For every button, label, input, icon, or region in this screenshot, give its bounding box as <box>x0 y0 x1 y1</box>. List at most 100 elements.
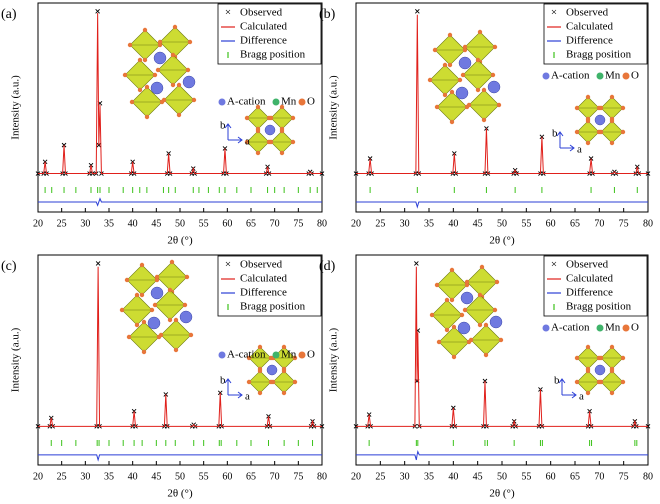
axis-arrows <box>558 378 577 399</box>
x-tick-label: 80 <box>643 471 653 482</box>
oxygen <box>451 354 457 360</box>
oxygen <box>257 390 263 396</box>
oxygen <box>574 355 580 361</box>
oxygen <box>481 117 487 123</box>
axis-label-b: b <box>554 375 560 387</box>
x-tick-label: 50 <box>175 471 185 482</box>
axis-label-b: b <box>220 120 226 132</box>
x-tick-label: 60 <box>222 218 232 229</box>
legend-box <box>217 3 322 65</box>
series-line <box>38 454 322 462</box>
legend-label: Calculated <box>240 21 288 33</box>
panel-label: (a) <box>1 7 17 22</box>
inset-legend-dot <box>622 72 630 80</box>
oxygen <box>429 312 435 318</box>
oxygen <box>494 279 500 285</box>
inset-legend-dot <box>542 72 550 80</box>
x-tick-label: 35 <box>104 218 114 229</box>
oxygen <box>444 297 450 303</box>
oxygen <box>609 94 615 100</box>
oxygen <box>462 44 468 50</box>
oxygen <box>477 322 483 328</box>
oxygen <box>173 317 179 323</box>
oxygen <box>442 92 448 98</box>
oxygen <box>185 67 191 73</box>
oxygen <box>477 292 483 298</box>
oxygen <box>609 344 615 350</box>
x-tick-label: 30 <box>80 471 90 482</box>
x-axis-label: 2θ (°) <box>489 235 515 247</box>
oxygen <box>620 129 626 135</box>
oxygen <box>137 57 143 63</box>
oxygen <box>442 62 448 68</box>
x-axis-label: 2θ (°) <box>489 488 515 500</box>
legend-label: Difference <box>566 287 613 299</box>
x-tick-label: 40 <box>448 471 458 482</box>
oxygen <box>187 39 193 45</box>
oxygen <box>609 140 615 146</box>
x-tick-label: 70 <box>270 218 280 229</box>
oxygen <box>268 139 274 145</box>
oxygen <box>154 274 160 280</box>
oxygen <box>144 84 150 90</box>
legend-box <box>543 3 648 65</box>
oxygen <box>460 72 466 78</box>
oxygen <box>255 128 261 134</box>
legend-label: Observed <box>240 7 283 19</box>
oxygen <box>609 368 615 374</box>
x-tick-label: 20 <box>351 471 361 482</box>
x-tick-label: 30 <box>400 471 410 482</box>
x-tick-label: 30 <box>80 218 90 229</box>
oxygen <box>466 102 472 108</box>
legend-box <box>217 255 322 317</box>
a-cation <box>179 310 193 324</box>
oxygen <box>498 337 504 343</box>
oxygen <box>155 67 161 73</box>
oxygen <box>134 322 140 328</box>
oxygen <box>122 72 128 78</box>
x-tick-label: 75 <box>619 218 629 229</box>
axis-label-a: a <box>245 136 250 148</box>
x-tick-label: 45 <box>473 471 483 482</box>
legend-label: Bragg position <box>240 301 306 313</box>
inset-legend-dot <box>272 351 280 359</box>
a-cation <box>150 286 164 300</box>
oxygen <box>139 292 145 298</box>
a-cation <box>182 75 196 89</box>
oxygen <box>279 128 285 134</box>
y-axis-label: Intensity (a.u.) <box>328 327 340 392</box>
a-cation <box>147 316 161 330</box>
oxygen <box>126 334 132 340</box>
oxygen <box>574 105 580 111</box>
inset-label: Mn <box>605 70 621 82</box>
oxygen <box>184 274 190 280</box>
oxygen <box>585 390 591 396</box>
a-cation <box>266 364 278 376</box>
oxygen <box>598 129 604 135</box>
inset-legend-dot <box>218 351 226 359</box>
oxygen <box>170 52 176 58</box>
inset-label: O <box>307 96 315 108</box>
oxygen <box>468 337 474 343</box>
inset-label: Mn <box>605 322 621 334</box>
axis-label-a: a <box>579 391 584 403</box>
oxygen <box>281 344 287 350</box>
inset-legend-dot <box>218 98 226 106</box>
oxygen <box>290 139 296 145</box>
oxygen <box>434 282 440 288</box>
inset-legend-dot <box>298 98 306 106</box>
oxygen <box>464 279 470 285</box>
panel-label: (d) <box>319 259 336 274</box>
x-tick-label: 45 <box>151 471 161 482</box>
oxygen <box>279 104 285 110</box>
legend-label: Bragg position <box>240 49 306 61</box>
legend-label: Difference <box>566 35 613 47</box>
inset-legend-dot <box>542 324 550 332</box>
x-tick-label: 25 <box>57 218 67 229</box>
oxygen <box>475 87 481 93</box>
inset-label: A-cation <box>227 96 266 108</box>
oxygen <box>477 29 483 35</box>
y-axis-label: Intensity (a.u.) <box>10 75 22 140</box>
panel: (d) Intensity (a.u.) 2θ (°) 20 25 30 35 40 45 50 5… <box>319 254 653 500</box>
axis-label-b: b <box>220 375 226 387</box>
